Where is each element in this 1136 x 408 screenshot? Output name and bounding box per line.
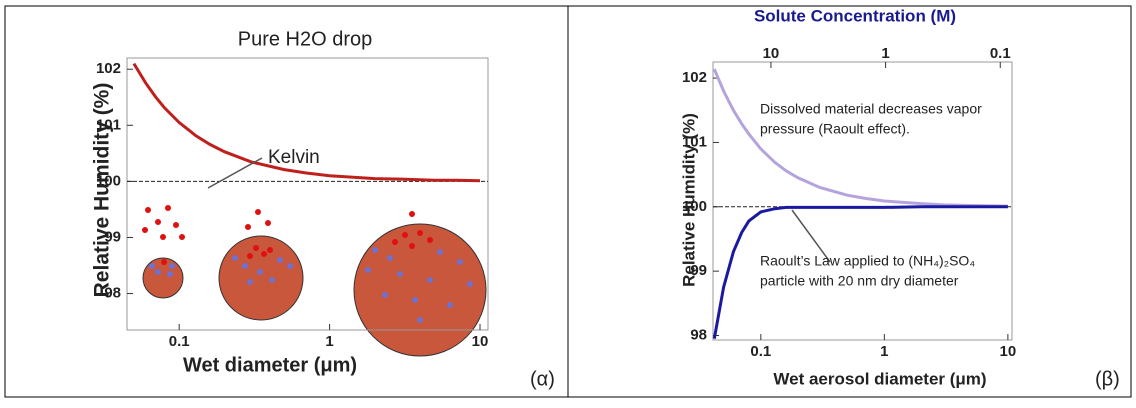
- annotation-arrow: [207, 157, 263, 189]
- x2-tick-label: 0.1: [990, 45, 1011, 62]
- y-tick-label: 102: [96, 60, 121, 77]
- x-tick-label: 1: [325, 333, 333, 350]
- y-tick-label: 98: [690, 326, 707, 343]
- plot-frame: [126, 57, 489, 331]
- line-series: [132, 62, 481, 183]
- y-tick-label: 100: [682, 198, 707, 215]
- y-tick-label: 101: [96, 116, 121, 133]
- droplets: [142, 223, 487, 357]
- annotation: pressure (Raoult effect).: [760, 121, 910, 137]
- y-tick-label: 100: [96, 172, 121, 189]
- panel-label: (α): [530, 368, 555, 390]
- x2-tick-label: 1: [881, 45, 889, 62]
- annotation-arrow: [791, 209, 831, 263]
- y-tick-label: 101: [682, 133, 707, 150]
- chart-title: Solute Concentration (M): [754, 6, 956, 25]
- annotation: Dissolved material decreases vapor: [760, 101, 982, 117]
- y-axis-label: Relative Humidity (%): [679, 113, 698, 287]
- x-tick-label: 0.1: [750, 343, 771, 360]
- x-tick-label: 0.1: [169, 333, 190, 350]
- y-tick-label: 99: [690, 262, 707, 279]
- x-tick-label: 10: [1000, 343, 1017, 360]
- panel-border: [567, 5, 1132, 398]
- y-axis-label: Relative Humidity (%): [91, 83, 114, 298]
- chart-title: Pure H2O drop: [238, 28, 373, 50]
- x-tick-label: 10: [472, 333, 489, 350]
- annotation: Raoult’s Law applied to (NH₄)₂SO₄: [760, 253, 975, 269]
- x-tick-label: 1: [880, 343, 888, 360]
- plot-frame: [712, 61, 1013, 341]
- annotation: Kelvin: [268, 147, 320, 168]
- line-series: [712, 68, 1008, 208]
- x2-tick-label: 10: [763, 45, 780, 62]
- x-axis-label: Wet aerosol diameter (μm): [773, 369, 986, 388]
- y-tick-label: 98: [104, 285, 121, 302]
- x-axis-label: Wet diameter (μm): [183, 354, 357, 376]
- y-tick-label: 102: [682, 69, 707, 86]
- annotation: particle with 20 nm dry diameter: [760, 273, 959, 289]
- y-tick-label: 99: [104, 228, 121, 245]
- panel-label: (β): [1095, 368, 1120, 390]
- molecules: [142, 205, 473, 323]
- line-series: [712, 205, 1008, 339]
